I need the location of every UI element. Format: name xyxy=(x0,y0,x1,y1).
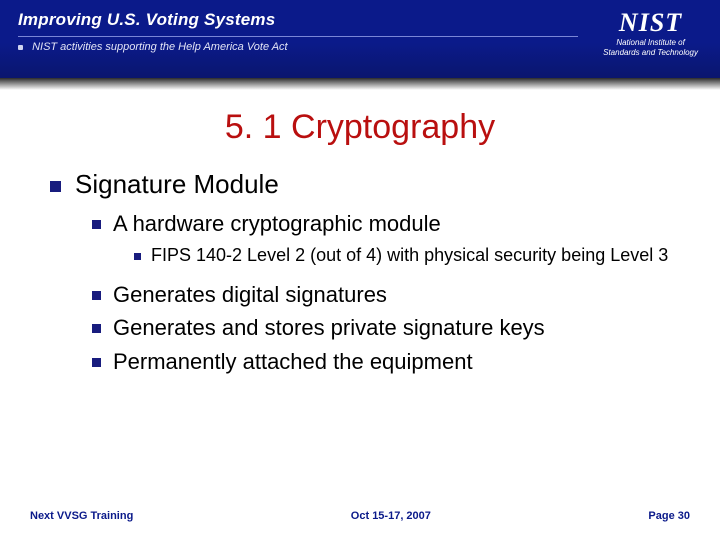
square-bullet-icon xyxy=(134,253,141,260)
square-bullet-icon xyxy=(50,181,61,192)
bullet-level-3-group: FIPS 140-2 Level 2 (out of 4) with physi… xyxy=(134,244,686,267)
lvl2-text: Permanently attached the equipment xyxy=(113,348,473,376)
lvl3-text: FIPS 140-2 Level 2 (out of 4) with physi… xyxy=(151,244,668,267)
footer-left: Next VVSG Training xyxy=(30,510,133,522)
square-bullet-icon xyxy=(92,220,101,229)
square-bullet-icon xyxy=(92,291,101,300)
header-subtitle-text: NIST activities supporting the Help Amer… xyxy=(32,41,288,53)
nist-logo-text: NIST xyxy=(603,8,698,38)
footer-center: Oct 15-17, 2007 xyxy=(351,510,431,522)
lvl2-text: Generates and stores private signature k… xyxy=(113,314,545,342)
bullet-icon xyxy=(18,45,23,50)
list-item: Permanently attached the equipment xyxy=(92,348,686,376)
square-bullet-icon xyxy=(92,324,101,333)
footer: Next VVSG Training Oct 15-17, 2007 Page … xyxy=(0,510,720,522)
lvl1-text: Signature Module xyxy=(75,169,279,200)
square-bullet-icon xyxy=(92,358,101,367)
header-shadow xyxy=(0,78,720,90)
header-bar: Improving U.S. Voting Systems NIST activ… xyxy=(0,0,720,78)
nist-logo-block: NIST National Institute of Standards and… xyxy=(603,8,698,58)
list-item: Generates and stores private signature k… xyxy=(92,314,686,342)
header-divider xyxy=(18,36,578,37)
nist-tagline-2: Standards and Technology xyxy=(603,48,698,58)
header-subtitle: NIST activities supporting the Help Amer… xyxy=(18,41,702,53)
footer-right: Page 30 xyxy=(648,510,690,522)
bullet-level-1: Signature Module A hardware cryptographi… xyxy=(50,169,686,375)
header-title: Improving U.S. Voting Systems xyxy=(18,10,702,30)
nist-tagline-1: National Institute of xyxy=(603,38,698,48)
bullet-level-2-group: A hardware cryptographic module FIPS 140… xyxy=(92,210,686,375)
lvl2-text: Generates digital signatures xyxy=(113,281,387,309)
slide-title: 5. 1 Cryptography xyxy=(0,108,720,147)
list-item: FIPS 140-2 Level 2 (out of 4) with physi… xyxy=(134,244,686,267)
list-item: Generates digital signatures xyxy=(92,281,686,309)
slide-content: Signature Module A hardware cryptographi… xyxy=(0,169,720,375)
list-item: A hardware cryptographic module xyxy=(92,210,686,238)
lvl2-text: A hardware cryptographic module xyxy=(113,210,441,238)
